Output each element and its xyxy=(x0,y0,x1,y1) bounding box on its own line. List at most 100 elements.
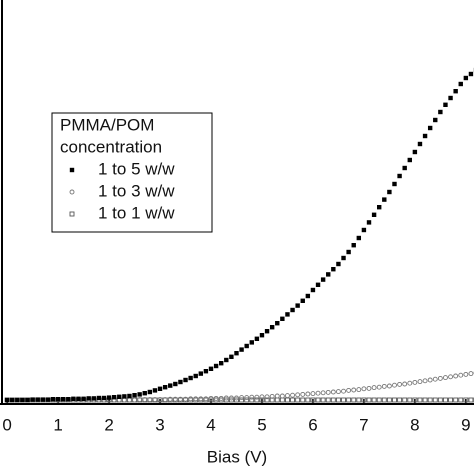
marker xyxy=(407,397,413,403)
marker xyxy=(392,382,397,388)
marker xyxy=(341,255,346,261)
marker xyxy=(167,396,173,402)
marker xyxy=(392,181,397,187)
marker xyxy=(341,397,346,403)
marker xyxy=(295,392,301,398)
x-axis-label: Bias (V) xyxy=(207,447,267,466)
marker xyxy=(162,397,168,403)
marker xyxy=(387,189,392,195)
x-tick-label: 0 xyxy=(2,415,11,434)
marker xyxy=(96,395,102,401)
x-tick-label: 9 xyxy=(461,415,470,434)
legend-label: 1 to 1 w/w xyxy=(98,203,175,222)
marker xyxy=(341,388,346,394)
legend-marker xyxy=(69,211,75,217)
marker xyxy=(412,149,418,155)
marker xyxy=(407,380,413,386)
marker xyxy=(361,386,367,392)
marker xyxy=(310,287,316,293)
marker xyxy=(254,397,260,403)
marker xyxy=(417,397,423,403)
marker xyxy=(183,396,188,402)
marker xyxy=(234,395,239,401)
marker xyxy=(279,393,285,399)
marker xyxy=(295,397,301,403)
marker xyxy=(142,397,148,403)
marker xyxy=(208,366,214,371)
marker xyxy=(152,388,158,393)
legend-label: 1 to 5 w/w xyxy=(98,159,175,178)
marker xyxy=(122,394,127,399)
marker xyxy=(356,397,362,403)
marker xyxy=(55,397,61,402)
marker xyxy=(366,397,372,403)
marker xyxy=(305,293,311,299)
x-tick-label: 7 xyxy=(359,415,368,434)
marker xyxy=(320,277,326,282)
marker xyxy=(147,389,153,395)
marker xyxy=(305,397,311,403)
marker xyxy=(305,391,311,397)
marker xyxy=(386,383,392,389)
marker xyxy=(315,390,321,396)
legend-marker xyxy=(69,167,75,173)
marker xyxy=(91,396,96,401)
marker xyxy=(458,81,463,87)
marker xyxy=(228,397,234,403)
marker xyxy=(50,397,56,402)
marker xyxy=(448,95,453,101)
marker xyxy=(259,333,265,338)
marker xyxy=(45,397,51,402)
marker xyxy=(335,397,341,403)
marker xyxy=(25,397,30,403)
marker xyxy=(402,397,408,403)
marker xyxy=(111,395,117,400)
marker xyxy=(295,303,300,308)
marker xyxy=(356,235,362,241)
marker xyxy=(422,133,428,139)
marker xyxy=(453,373,459,379)
legend-box xyxy=(51,112,213,233)
marker xyxy=(443,375,448,381)
marker xyxy=(173,381,178,387)
marker xyxy=(81,396,86,401)
marker xyxy=(448,397,454,403)
marker xyxy=(35,397,40,402)
marker xyxy=(386,397,392,403)
marker xyxy=(219,361,224,366)
marker xyxy=(376,384,382,390)
x-tick-label: 4 xyxy=(206,415,215,434)
marker xyxy=(417,141,423,147)
marker xyxy=(275,321,280,326)
x-tick-label: 5 xyxy=(257,415,266,434)
marker xyxy=(223,397,229,403)
marker xyxy=(208,395,214,401)
marker xyxy=(239,395,245,401)
marker xyxy=(366,385,372,391)
marker xyxy=(437,397,443,403)
marker xyxy=(335,389,341,395)
marker xyxy=(458,397,464,403)
marker xyxy=(468,71,474,77)
marker xyxy=(351,397,357,403)
marker xyxy=(183,377,188,383)
marker xyxy=(325,389,331,395)
marker xyxy=(229,354,234,359)
marker xyxy=(280,316,285,321)
marker xyxy=(330,397,336,403)
marker xyxy=(453,397,459,403)
marker xyxy=(274,397,280,403)
marker xyxy=(356,387,362,393)
marker xyxy=(30,397,35,402)
marker xyxy=(10,397,15,403)
marker xyxy=(438,109,443,115)
marker xyxy=(20,397,25,403)
marker xyxy=(448,374,454,380)
marker xyxy=(203,369,209,374)
marker xyxy=(422,378,428,384)
marker xyxy=(264,394,270,400)
legend-label: 1 to 3 w/w xyxy=(98,181,175,200)
marker xyxy=(198,396,204,402)
marker xyxy=(331,267,336,272)
marker xyxy=(310,397,316,403)
